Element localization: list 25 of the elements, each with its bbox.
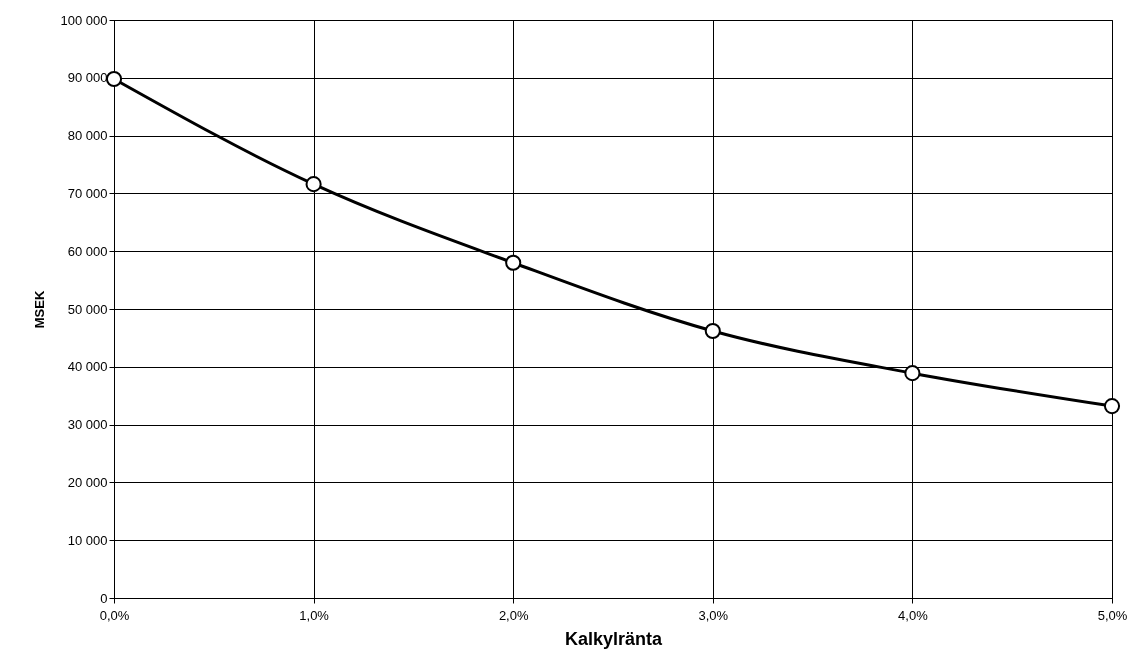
y-tick-label: 80 000 bbox=[67, 128, 108, 144]
y-tick-label: 90 000 bbox=[67, 70, 108, 86]
x-tick-label: 5,0% bbox=[1097, 607, 1128, 623]
x-tick-label: 4,0% bbox=[898, 607, 929, 623]
y-tick-label: 70 000 bbox=[67, 185, 108, 201]
y-tick-label: 40 000 bbox=[67, 359, 108, 375]
y-tick-label: 60 000 bbox=[67, 243, 108, 259]
y-tick-label: 50 000 bbox=[67, 301, 108, 317]
x-tick-label: 1,0% bbox=[299, 607, 330, 623]
y-tick-label: 0 bbox=[100, 590, 108, 606]
y-tick-label: 20 000 bbox=[67, 474, 108, 490]
x-tick-label: 0,0% bbox=[99, 607, 130, 623]
y-tick-label: 10 000 bbox=[67, 532, 108, 548]
point bbox=[704, 322, 721, 340]
x-tick-label: 2,0% bbox=[498, 607, 529, 623]
y-tick-label: 100 000 bbox=[60, 12, 108, 28]
point bbox=[105, 70, 123, 88]
y-tick-label: 30 000 bbox=[67, 417, 108, 433]
y-axis-title: MSEK bbox=[31, 290, 47, 329]
point bbox=[505, 254, 522, 271]
point bbox=[904, 365, 921, 382]
point bbox=[305, 176, 322, 193]
x-tick-label: 3,0% bbox=[698, 607, 729, 623]
point bbox=[1103, 398, 1121, 415]
x-axis-title: Kalkylränta bbox=[564, 628, 664, 649]
